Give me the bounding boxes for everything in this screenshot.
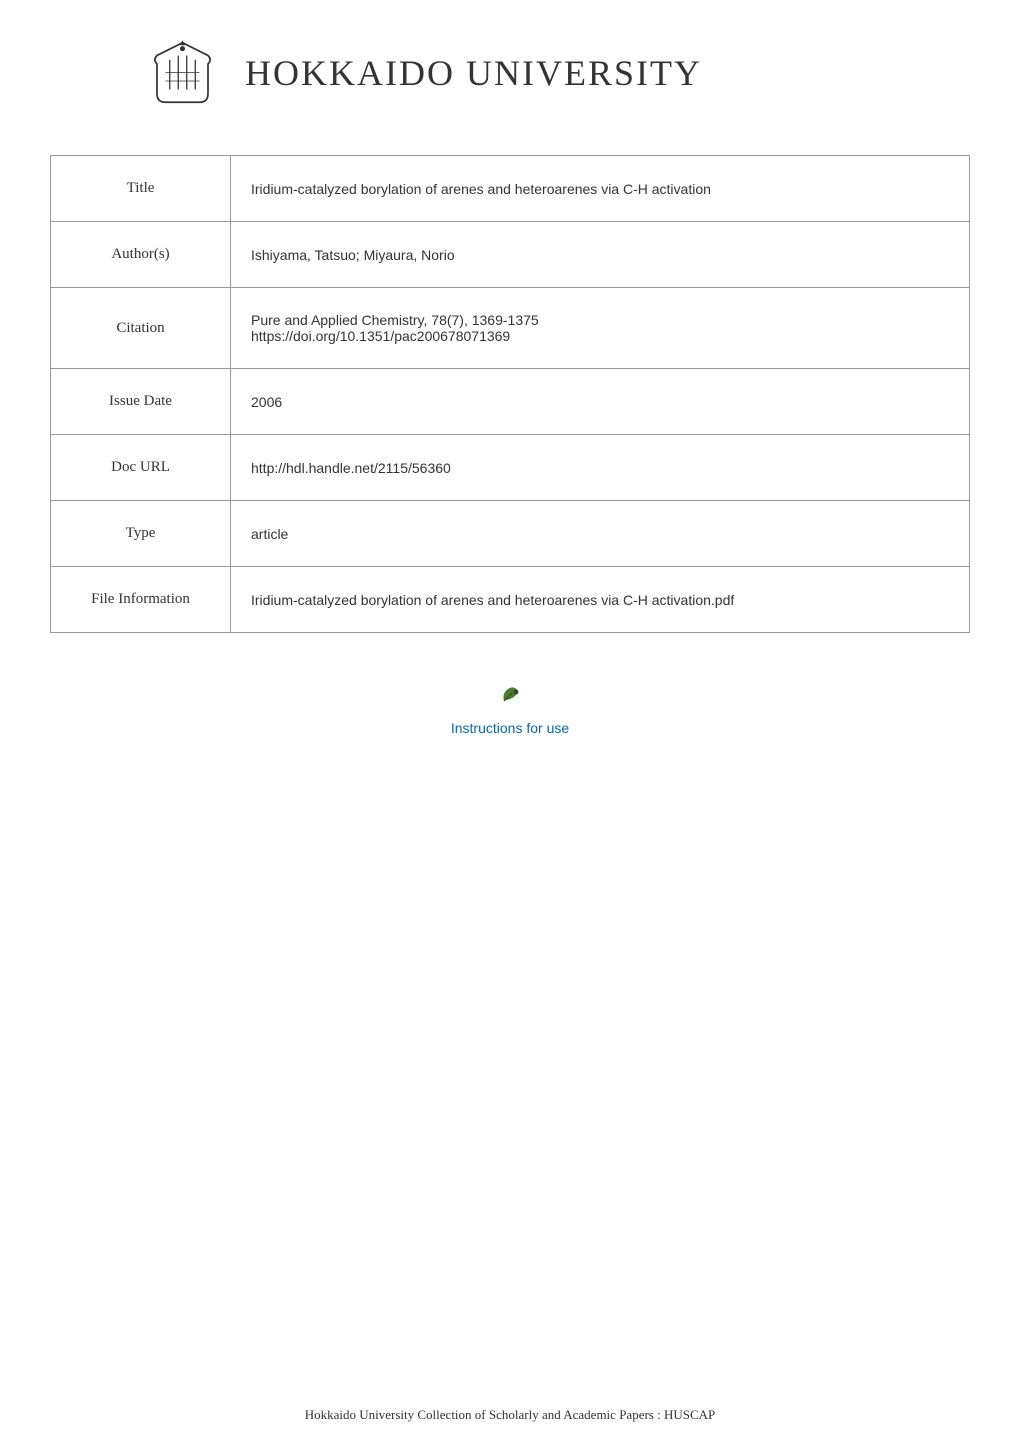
university-logo: [140, 30, 225, 115]
metadata-table: Title Iridium-catalyzed borylation of ar…: [50, 155, 970, 633]
value-title: Iridium-catalyzed borylation of arenes a…: [231, 156, 970, 222]
value-file-info: Iridium-catalyzed borylation of arenes a…: [231, 567, 970, 633]
table-row: Title Iridium-catalyzed borylation of ar…: [51, 156, 970, 222]
value-authors: Ishiyama, Tatsuo; Miyaura, Norio: [231, 222, 970, 288]
table-row: File Information Iridium-catalyzed boryl…: [51, 567, 970, 633]
label-authors: Author(s): [51, 222, 231, 288]
table-row: Issue Date 2006: [51, 369, 970, 435]
label-type: Type: [51, 501, 231, 567]
label-issue-date: Issue Date: [51, 369, 231, 435]
value-type: article: [231, 501, 970, 567]
university-name: HOKKAIDO UNIVERSITY: [245, 52, 702, 94]
table-row: Doc URL http://hdl.handle.net/2115/56360: [51, 435, 970, 501]
table-row: Author(s) Ishiyama, Tatsuo; Miyaura, Nor…: [51, 222, 970, 288]
label-doc-url: Doc URL: [51, 435, 231, 501]
table-row: Type article: [51, 501, 970, 567]
label-file-info: File Information: [51, 567, 231, 633]
leaf-icon: [498, 683, 522, 707]
instructions-link[interactable]: Instructions for use: [0, 720, 1020, 736]
value-citation: Pure and Applied Chemistry, 78(7), 1369-…: [231, 288, 970, 369]
label-title: Title: [51, 156, 231, 222]
instructions-section: Instructions for use: [0, 683, 1020, 736]
value-doc-url: http://hdl.handle.net/2115/56360: [231, 435, 970, 501]
page-header: HOKKAIDO UNIVERSITY: [0, 0, 1020, 135]
label-citation: Citation: [51, 288, 231, 369]
table-row: Citation Pure and Applied Chemistry, 78(…: [51, 288, 970, 369]
value-issue-date: 2006: [231, 369, 970, 435]
metadata-tbody: Title Iridium-catalyzed borylation of ar…: [51, 156, 970, 633]
page-footer: Hokkaido University Collection of Schola…: [0, 1407, 1020, 1423]
